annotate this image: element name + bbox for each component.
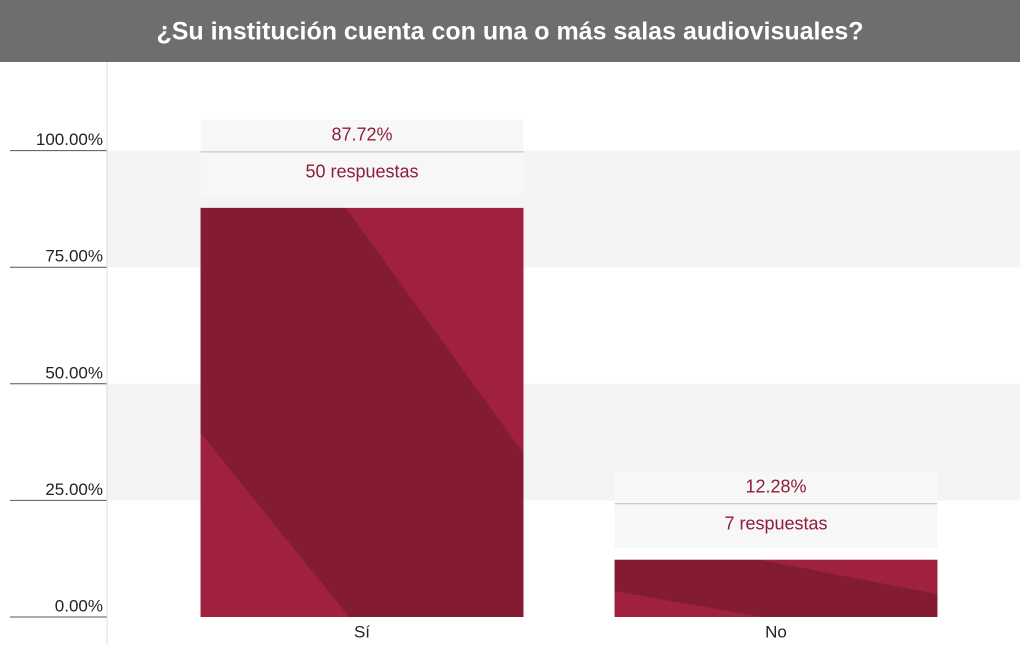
bar-shade xyxy=(614,559,938,617)
title-bar xyxy=(0,0,1020,62)
bar xyxy=(200,207,524,617)
count-label: 50 respuestas xyxy=(305,162,418,182)
y-tick-label: 75.00% xyxy=(45,247,103,266)
x-tick-label: No xyxy=(765,622,787,641)
count-label: 7 respuestas xyxy=(724,513,827,533)
y-tick-label: 100.00% xyxy=(36,130,103,149)
y-tick-label: 0.00% xyxy=(55,596,103,615)
bar xyxy=(614,559,938,617)
y-tick-label: 50.00% xyxy=(45,363,103,382)
value-label: 87.72% xyxy=(331,125,392,145)
chart-title: ¿Su institución cuenta con una o más sal… xyxy=(156,18,863,46)
y-tick-label: 25.00% xyxy=(45,480,103,499)
bar-shade xyxy=(200,207,524,617)
label-box xyxy=(614,471,938,548)
x-tick-label: Sí xyxy=(354,622,370,641)
value-label: 12.28% xyxy=(745,476,806,496)
label-box xyxy=(200,119,524,196)
